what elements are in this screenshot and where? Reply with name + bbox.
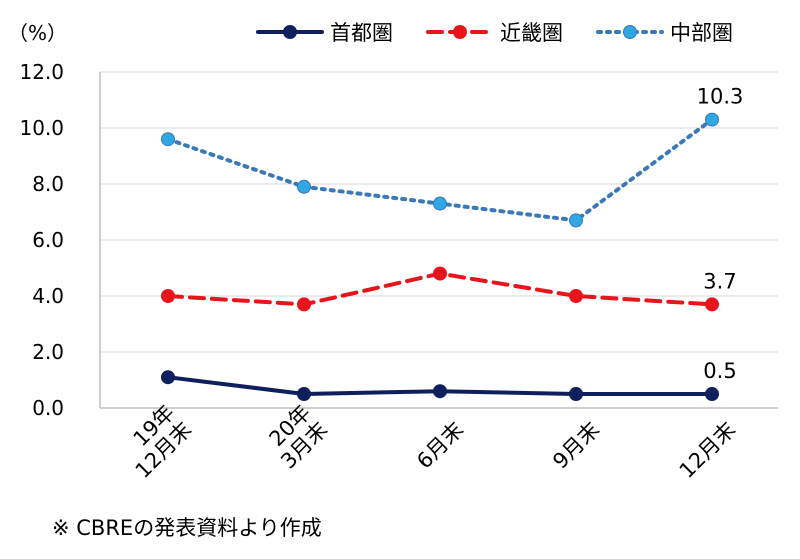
x-tick-label: 19年12月末 [114, 400, 197, 483]
legend-label: 近畿圏 [500, 21, 563, 45]
y-tick-label: 12.0 [19, 60, 64, 84]
legend-marker [453, 25, 467, 39]
y-tick-label: 8.0 [32, 172, 64, 196]
data-point [705, 297, 719, 312]
series-2: 10.3 [161, 85, 744, 228]
data-point [569, 213, 583, 228]
data-point [297, 387, 311, 401]
y-tick-label: 2.0 [32, 340, 64, 364]
x-tick-label: 6月末 [412, 417, 468, 473]
legend-marker [623, 25, 637, 39]
y-tick-label: 10.0 [19, 116, 64, 140]
data-point [297, 297, 311, 312]
legend-item: 中部圏 [596, 21, 733, 45]
y-tick-label: 6.0 [32, 228, 64, 252]
grid [100, 71, 778, 353]
series-group: 0.5 3.7 10.3 [161, 85, 744, 401]
y-axis-ticks: 0.0 2.0 4.0 6.0 8.0 10.0 12.0 [19, 60, 64, 420]
y-tick-label: 0.0 [32, 396, 64, 420]
line-chart: 0.0 2.0 4.0 6.0 8.0 10.0 12.0 19年12月末 20年3月末 6月末… [8, 21, 778, 483]
data-label: 3.7 [703, 269, 736, 293]
x-tick-label: 12月末 [675, 417, 741, 483]
data-label: 10.3 [697, 85, 744, 109]
legend-item: 近畿圏 [426, 21, 563, 45]
data-point [569, 289, 583, 303]
legend-marker [283, 25, 297, 39]
x-tick-label: 20年3月末 [259, 400, 332, 473]
y-unit-label: （%） [8, 21, 67, 45]
y-tick-label: 4.0 [32, 284, 64, 308]
data-point [705, 112, 719, 127]
data-point [433, 384, 447, 399]
data-point [161, 289, 175, 303]
legend-label: 中部圏 [670, 21, 733, 45]
legend-label: 首都圏 [330, 21, 393, 45]
x-tick-label: 9月末 [548, 417, 604, 473]
legend-item: 首都圏 [256, 21, 393, 45]
axes [99, 72, 778, 409]
legend: 首都圏 近畿圏 中部圏 [256, 21, 733, 45]
data-point [297, 179, 311, 194]
data-label: 0.5 [703, 359, 736, 383]
source-note: ※ CBREの発表資料より作成 [52, 516, 322, 540]
data-point [569, 387, 583, 401]
data-point [161, 370, 175, 385]
data-point [705, 387, 719, 401]
data-point [433, 196, 447, 211]
series-0: 0.5 [161, 359, 737, 401]
data-point [161, 132, 175, 147]
x-axis-ticks: 19年12月末 20年3月末 6月末 9月末 12月末 [114, 400, 741, 483]
data-point [433, 266, 447, 281]
series-1: 3.7 [161, 266, 737, 312]
